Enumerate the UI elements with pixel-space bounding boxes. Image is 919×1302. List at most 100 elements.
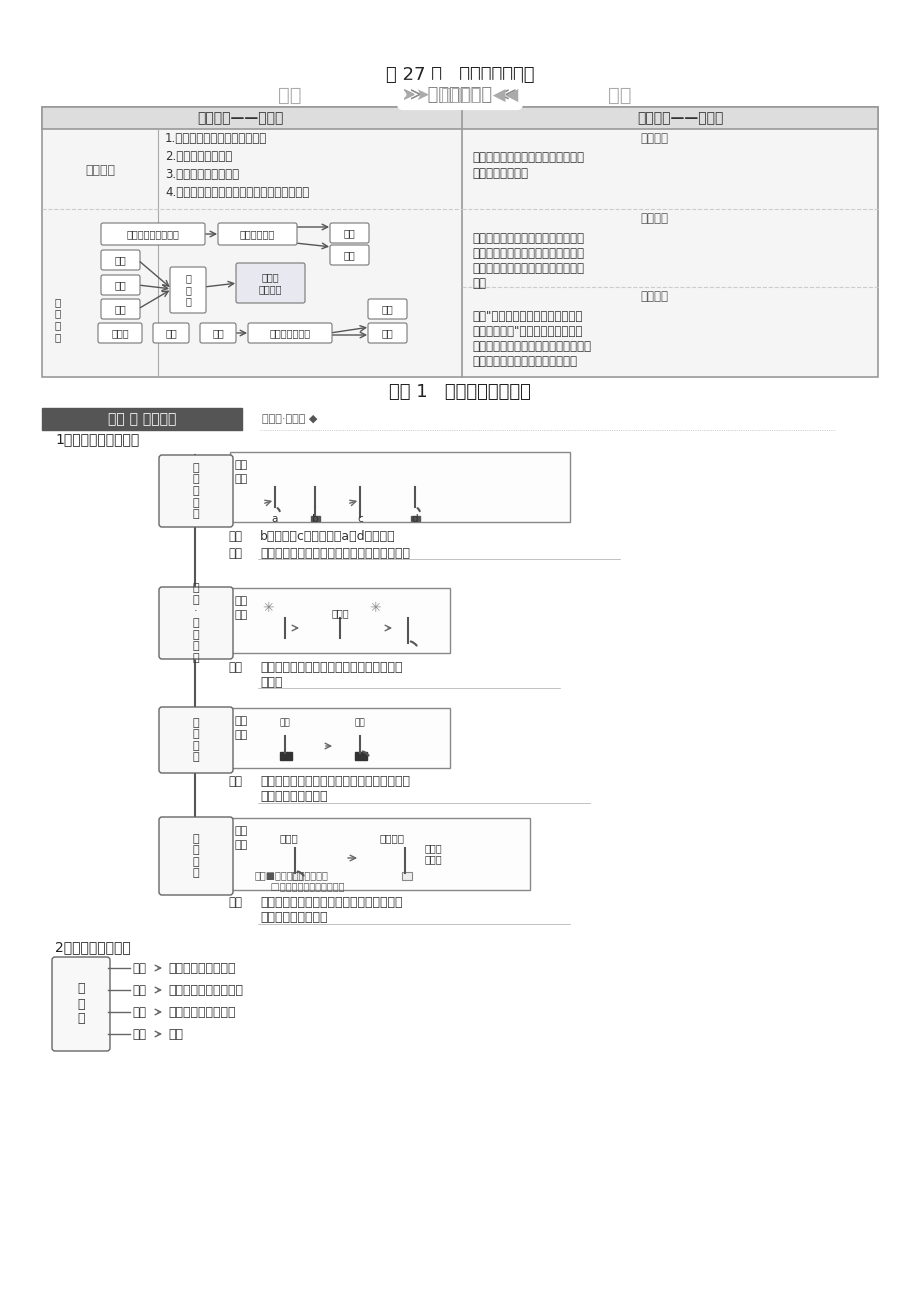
Text: 核心素养——提能力: 核心素养——提能力 [636, 111, 722, 125]
Text: b不生长，c直立生长，a、d弯曲生长: b不生长，c直立生长，a、d弯曲生长 [260, 530, 395, 543]
Text: 实验: 实验 [234, 460, 248, 470]
Text: 其他植物激素: 其他植物激素 [240, 229, 275, 240]
FancyBboxPatch shape [402, 872, 412, 880]
Text: 特点: 特点 [165, 328, 176, 339]
Text: 两重性: 两重性 [111, 328, 129, 339]
Text: 析
概
念: 析 概 念 [77, 983, 85, 1026]
Text: 4.探究植物生长调节剂对扦插枝条生根的作用: 4.探究植物生长调节剂对扦插枝条生根的作用 [165, 186, 309, 199]
Text: 过程: 过程 [234, 730, 248, 740]
FancyBboxPatch shape [101, 250, 140, 270]
Text: 2．植物激素的概念: 2．植物激素的概念 [55, 940, 130, 954]
FancyBboxPatch shape [291, 872, 301, 880]
Text: 能力: 能力 [471, 277, 485, 290]
Text: 优点: 优点 [381, 303, 393, 314]
FancyBboxPatch shape [42, 408, 242, 430]
Text: 实验组: 实验组 [279, 833, 299, 842]
Text: 发现过程及相关实验: 发现过程及相关实验 [127, 229, 179, 240]
Text: ✳: ✳ [262, 602, 274, 615]
FancyBboxPatch shape [159, 816, 233, 894]
Text: 过程: 过程 [234, 840, 248, 850]
FancyBboxPatch shape [330, 245, 369, 266]
Text: 推论: 推论 [228, 661, 242, 674]
FancyBboxPatch shape [101, 275, 140, 296]
FancyBboxPatch shape [101, 299, 140, 319]
Text: 关的实验设计，掌握实验设计的方法，: 关的实验设计，掌握实验设计的方法， [471, 340, 590, 353]
FancyBboxPatch shape [230, 708, 449, 768]
Text: 的分析，培养用逻辑思维解决问题的: 的分析，培养用逻辑思维解决问题的 [471, 262, 584, 275]
Text: 生
长
素: 生 长 素 [185, 273, 191, 306]
FancyBboxPatch shape [368, 323, 406, 342]
FancyBboxPatch shape [230, 589, 449, 654]
Text: 产生: 产生 [131, 961, 146, 974]
Text: 推论: 推论 [228, 896, 242, 909]
Text: 琼脂片: 琼脂片 [331, 608, 348, 618]
FancyBboxPatch shape [42, 107, 877, 129]
Text: b: b [312, 514, 318, 523]
Text: 不生长
不弯曲: 不生长 不弯曲 [425, 842, 442, 865]
Text: 1．植物生长素的发现: 1．植物生长素的发现 [55, 432, 139, 447]
Text: 尖端感受单侧光刺激，引起下部向光弯曲生长: 尖端感受单侧光刺激，引起下部向光弯曲生长 [260, 547, 410, 560]
Text: 鲍
森
·
倫
森
实
验: 鲍 森 · 倫 森 实 验 [192, 583, 199, 663]
Text: 通过"探究植物生长调节剂对扦插枝: 通过"探究植物生长调节剂对扦插枝 [471, 310, 582, 323]
Text: ～～: ～～ [278, 86, 301, 104]
Text: 通过分析植物激素间的相互作用，建: 通过分析植物激素间的相互作用，建 [471, 151, 584, 164]
FancyBboxPatch shape [159, 587, 233, 659]
Text: 实验: 实验 [234, 825, 248, 836]
FancyBboxPatch shape [230, 818, 529, 891]
FancyBboxPatch shape [98, 323, 142, 342]
FancyBboxPatch shape [101, 223, 205, 245]
Text: 提高对实验结果的分析与评价能力: 提高对实验结果的分析与评价能力 [471, 355, 576, 368]
Text: 作用: 作用 [212, 328, 223, 339]
FancyBboxPatch shape [368, 299, 406, 319]
Text: 部分布不均匀造成的: 部分布不均匀造成的 [260, 790, 327, 803]
Text: 种物质命名为生长素: 种物质命名为生长素 [260, 911, 327, 924]
Text: 植物体内的一定部位: 植物体内的一定部位 [168, 961, 235, 974]
Text: 考点 1   植物生长素的发现: 考点 1 植物生长素的发现 [389, 383, 530, 401]
Text: 微量: 微量 [168, 1027, 183, 1040]
Text: 内容标准: 内容标准 [85, 164, 115, 177]
Text: 注：■表示生长素的琼脂块: 注：■表示生长素的琼脂块 [255, 870, 328, 880]
FancyBboxPatch shape [311, 516, 320, 521]
Text: 过程: 过程 [234, 611, 248, 620]
Text: 黑暗: 黑暗 [354, 719, 365, 728]
FancyBboxPatch shape [236, 263, 305, 303]
Text: 给下部: 给下部 [260, 676, 282, 689]
FancyBboxPatch shape [248, 323, 332, 342]
Text: 科学思维: 科学思维 [640, 212, 667, 225]
FancyBboxPatch shape [279, 753, 291, 760]
FancyBboxPatch shape [52, 957, 110, 1051]
Text: 2.列举其他植物激素: 2.列举其他植物激素 [165, 151, 232, 164]
Text: 条生根的作用"实验及与植物激素相: 条生根的作用"实验及与植物激素相 [471, 326, 582, 339]
Text: 植物生长调节剂: 植物生长调节剂 [269, 328, 311, 339]
FancyBboxPatch shape [355, 753, 367, 760]
Text: 作用: 作用 [344, 250, 355, 260]
Text: 应用: 应用 [381, 328, 393, 339]
Text: 胚芽鞘的弯曲生长是由尖端产生的影响在其下: 胚芽鞘的弯曲生长是由尖端产生的影响在其下 [260, 775, 410, 788]
Text: 理作用的两重性曲线及对两重性实例: 理作用的两重性曲线及对两重性实例 [471, 247, 584, 260]
Text: c: c [357, 514, 362, 523]
FancyBboxPatch shape [159, 707, 233, 773]
Text: d: d [411, 514, 418, 523]
FancyBboxPatch shape [159, 454, 233, 527]
Text: 推论: 推论 [228, 775, 242, 788]
Text: ➤➤  课程导学  ◀◀: ➤➤ 课程导学 ◀◀ [402, 86, 517, 104]
Text: 种类: 种类 [344, 228, 355, 238]
Text: a: a [271, 514, 278, 523]
FancyBboxPatch shape [170, 267, 206, 312]
Text: 实验: 实验 [234, 596, 248, 605]
Text: 过程: 过程 [234, 474, 248, 484]
FancyBboxPatch shape [199, 323, 236, 342]
Text: 科学探究: 科学探究 [640, 290, 667, 303]
Text: 推论: 推论 [228, 547, 242, 560]
FancyBboxPatch shape [153, 323, 188, 342]
Text: 1.概述植物生长素的发现和作用: 1.概述植物生长素的发现和作用 [165, 133, 267, 146]
FancyBboxPatch shape [218, 223, 297, 245]
Text: □表示不含生长素的琼脂块: □表示不含生长素的琼脂块 [255, 881, 344, 891]
Text: 产生: 产生 [115, 255, 126, 266]
Text: 通过植物向性运动的结果、生长素生: 通过植物向性运动的结果、生长素生 [471, 232, 584, 245]
Text: 胚芽鞘尖端产生的影响可以透过琼脂片传递: 胚芽鞘尖端产生的影响可以透过琼脂片传递 [260, 661, 403, 674]
Text: 达
尔
文
实
验: 达 尔 文 实 验 [192, 462, 199, 519]
Text: 研教材·重拾遗 ◆: 研教材·重拾遗 ◆ [262, 414, 317, 424]
Text: 植物的
激素调节: 植物的 激素调节 [258, 272, 282, 294]
Text: ✳: ✳ [369, 602, 380, 615]
